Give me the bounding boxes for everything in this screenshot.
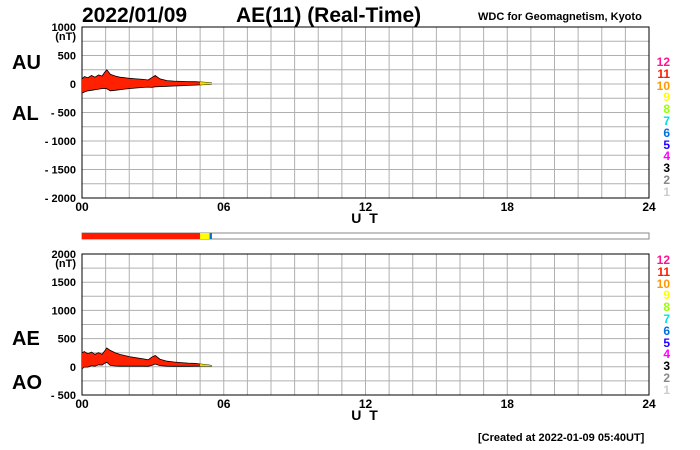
y-tick-label: - 1000 — [45, 136, 76, 148]
page-title: 2022/01/09 — [82, 4, 188, 27]
x-tick-label: 18 — [501, 397, 515, 411]
legend-station-count: 1 — [663, 184, 670, 199]
legend-station-count: 5 — [663, 335, 670, 350]
legend-station-count: 2 — [663, 371, 670, 385]
series-line-ao — [81, 361, 212, 370]
legend-station-count: 7 — [663, 312, 670, 326]
x-axis-label: U T — [351, 407, 380, 423]
series-area-recent — [200, 364, 212, 367]
legend-station-count: 2 — [663, 173, 670, 187]
legend-station-count: 7 — [663, 114, 670, 128]
y-tick-label: - 500 — [51, 390, 76, 402]
x-tick-label: 06 — [217, 200, 231, 214]
x-axis-label: U T — [351, 210, 380, 226]
ae-label: AE — [12, 328, 40, 350]
y-tick-label: 1500 — [52, 277, 76, 289]
x-tick-label: 06 — [217, 397, 231, 411]
y-tick-label: 500 — [58, 51, 76, 63]
series-line-au — [81, 69, 212, 84]
legend-station-count: 3 — [663, 161, 670, 176]
x-tick-label: 24 — [642, 200, 656, 214]
availability-segment — [209, 233, 212, 239]
y-tick-label: 1000 — [52, 305, 76, 317]
y-tick-label: 0 — [70, 362, 76, 374]
ao-label: AO — [12, 372, 42, 394]
x-tick-label: 00 — [75, 397, 89, 411]
y-axis-unit: (nT) — [55, 258, 76, 270]
availability-segment — [200, 233, 210, 239]
legend-station-count: 12 — [656, 55, 670, 69]
legend-station-count: 6 — [663, 125, 670, 140]
created-timestamp: [Created at 2022-01-09 05:40UT] — [478, 432, 645, 444]
x-tick-label: 18 — [501, 200, 515, 214]
y-tick-label: 500 — [58, 334, 76, 346]
y-tick-label: - 500 — [51, 108, 76, 120]
legend-station-count: 4 — [663, 149, 670, 164]
legend-station-count: 11 — [657, 66, 670, 81]
legend-station-count: 11 — [657, 264, 670, 279]
legend-station-count: 6 — [663, 323, 670, 338]
y-tick-label: 0 — [70, 79, 76, 91]
y-axis-unit: (nT) — [55, 31, 76, 43]
x-tick-label: 12 — [359, 397, 373, 411]
y-tick-label: - 2000 — [45, 193, 76, 205]
plot-frame — [81, 26, 650, 199]
availability-segment — [82, 233, 201, 239]
legend-station-count: 8 — [663, 300, 670, 315]
legend-station-count: 1 — [663, 382, 670, 397]
legend-station-count: 10 — [656, 78, 670, 93]
legend-station-count: 3 — [663, 359, 670, 374]
series-area — [82, 347, 212, 369]
legend-station-count: 12 — [656, 253, 670, 267]
x-tick-label: 24 — [642, 397, 656, 411]
y-tick-label: 1000 — [52, 22, 76, 34]
x-tick-label: 12 — [359, 200, 373, 214]
x-tick-label: 00 — [75, 200, 89, 214]
legend-station-count: 10 — [656, 276, 670, 291]
chart-title: AE(11) (Real-Time) — [236, 4, 422, 27]
legend-station-count: 8 — [663, 102, 670, 117]
legend-station-count: 5 — [663, 137, 670, 152]
series-line-al — [81, 83, 212, 94]
al-label: AL — [12, 103, 39, 125]
y-tick-label: 2000 — [52, 249, 76, 261]
plot-frame — [81, 253, 650, 396]
legend-station-count: 9 — [663, 288, 670, 303]
series-line-ae — [81, 347, 213, 367]
au-label: AU — [12, 52, 41, 74]
series-area-recent — [200, 82, 212, 85]
legend-station-count: 4 — [663, 347, 670, 362]
y-tick-label: - 1500 — [45, 165, 76, 177]
legend-station-count: 9 — [663, 90, 670, 105]
series-area — [82, 69, 212, 94]
source-label: WDC for Geomagnetism, Kyoto — [478, 11, 642, 23]
